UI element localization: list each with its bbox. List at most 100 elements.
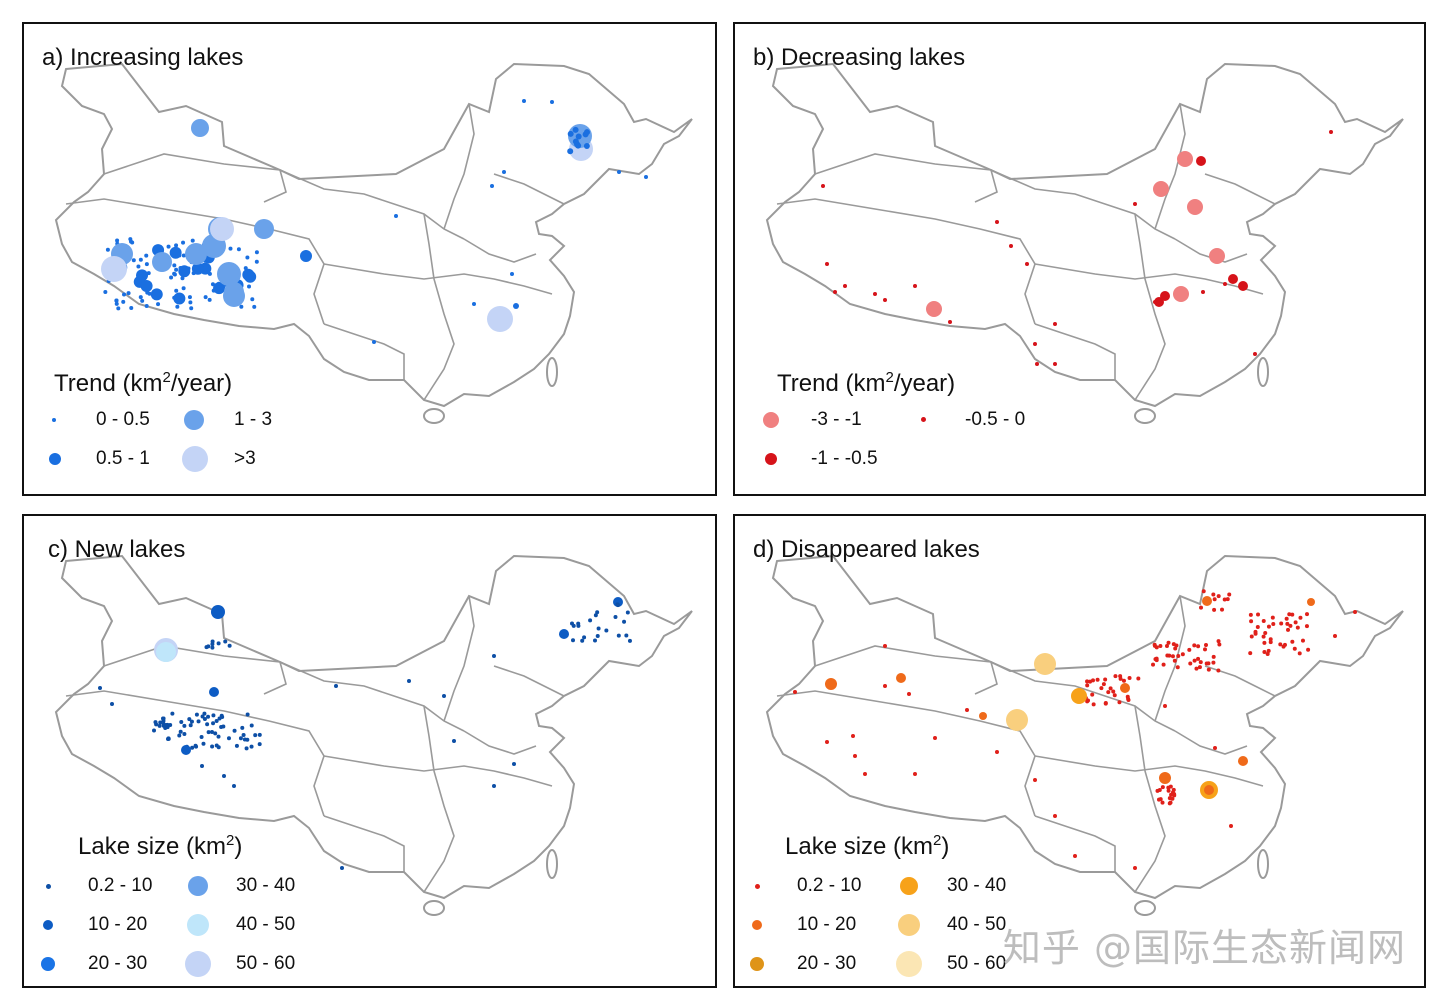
province-boundary <box>443 595 475 722</box>
lake-marker <box>1196 644 1201 649</box>
lake-marker <box>965 708 969 712</box>
lake-marker <box>576 621 581 626</box>
lake-marker <box>226 736 231 741</box>
lake-marker <box>1261 634 1266 639</box>
lake-marker <box>1290 612 1295 617</box>
lake-marker <box>1196 156 1206 166</box>
lake-marker <box>1261 619 1266 624</box>
lake-marker <box>240 725 245 730</box>
lake-marker <box>1170 796 1175 801</box>
lake-marker <box>559 629 569 639</box>
legend-item: 1 - 3 <box>182 409 302 431</box>
panel-title: b) Decreasing lakes <box>753 44 966 71</box>
lake-marker <box>1216 594 1221 599</box>
lake-marker <box>219 713 224 718</box>
lake-marker <box>115 238 120 243</box>
lake-marker <box>236 247 241 252</box>
legend-title: Lake size (km2) <box>785 832 950 860</box>
lake-marker <box>1253 352 1257 356</box>
lake-marker <box>1073 854 1077 858</box>
china-map <box>765 554 1404 916</box>
lake-marker <box>178 729 183 734</box>
lake-marker <box>189 306 194 311</box>
province-boundary <box>463 238 537 263</box>
lake-marker <box>1238 756 1248 766</box>
province-boundary <box>1034 815 1116 872</box>
lake-marker <box>926 301 942 317</box>
lake-marker <box>1248 612 1253 617</box>
lake-marker <box>216 734 221 739</box>
lake-marker <box>140 298 145 303</box>
lake-marker <box>1106 690 1111 695</box>
lake-marker <box>210 217 234 241</box>
lake-marker <box>211 713 216 718</box>
lake-marker <box>1333 634 1337 638</box>
lake-marker <box>1306 647 1311 652</box>
lake-marker <box>1196 656 1201 661</box>
lake-marker <box>1165 653 1170 658</box>
lake-marker <box>913 772 917 776</box>
lake-marker <box>193 743 198 748</box>
lake-marker <box>1166 785 1171 790</box>
lake-marker <box>121 299 126 304</box>
lake-marker <box>1262 649 1267 654</box>
legend-item: -1 - -0.5 <box>759 448 899 470</box>
lake-marker <box>122 292 127 297</box>
lake-marker <box>896 673 906 683</box>
lake-marker <box>1161 662 1166 667</box>
lake-marker <box>181 286 186 291</box>
lake-marker <box>1103 701 1108 706</box>
lake-marker <box>152 728 157 733</box>
legend-title: Lake size (km2) <box>78 832 243 860</box>
lake-marker <box>1156 797 1161 802</box>
lake-marker <box>1285 621 1290 626</box>
province-boundary <box>493 665 565 697</box>
legend-title: Trend (km2/year) <box>54 369 233 397</box>
lake-marker <box>180 276 185 281</box>
lake-marker <box>201 741 206 746</box>
lake-marker <box>1153 181 1169 197</box>
lake-marker <box>567 148 574 155</box>
lake-marker <box>257 742 262 747</box>
taiwan-outline <box>1257 357 1269 387</box>
lake-marker <box>182 731 187 736</box>
lake-marker <box>1133 202 1137 206</box>
lake-marker <box>126 291 131 296</box>
lake-marker <box>1171 787 1176 792</box>
lake-marker <box>1204 785 1214 795</box>
lake-marker <box>128 237 133 242</box>
lake-marker <box>140 279 153 292</box>
lake-marker <box>1268 637 1273 642</box>
lake-marker <box>300 250 312 262</box>
lake-marker <box>851 734 855 738</box>
legend-item: 0.2 - 10 <box>747 875 887 897</box>
lake-marker <box>152 252 172 272</box>
lake-marker <box>1206 667 1211 672</box>
lake-marker <box>1249 634 1254 639</box>
legend-dot <box>41 957 55 971</box>
country-outline <box>54 62 693 408</box>
lake-marker <box>1159 772 1171 784</box>
lake-marker <box>1192 643 1197 648</box>
lake-marker <box>821 184 825 188</box>
lake-marker <box>169 246 182 259</box>
lake-marker <box>372 340 376 344</box>
lake-marker <box>580 638 585 643</box>
lake-marker <box>492 784 496 788</box>
lake-marker <box>948 320 952 324</box>
lake-marker <box>253 733 258 738</box>
lake-marker <box>863 772 867 776</box>
lake-marker <box>1198 660 1203 665</box>
lake-marker <box>510 272 514 276</box>
lake-marker <box>1265 651 1270 656</box>
lake-marker <box>1293 620 1298 625</box>
lake-marker <box>1238 281 1248 291</box>
lake-marker <box>1304 612 1309 617</box>
lake-marker <box>1172 658 1177 663</box>
country-outline <box>765 554 1404 900</box>
legend-item: 20 - 30 <box>38 953 178 975</box>
lake-marker <box>1217 642 1222 647</box>
lake-marker <box>1033 342 1037 346</box>
hainan-outline <box>423 408 445 424</box>
lake-marker <box>209 687 219 697</box>
